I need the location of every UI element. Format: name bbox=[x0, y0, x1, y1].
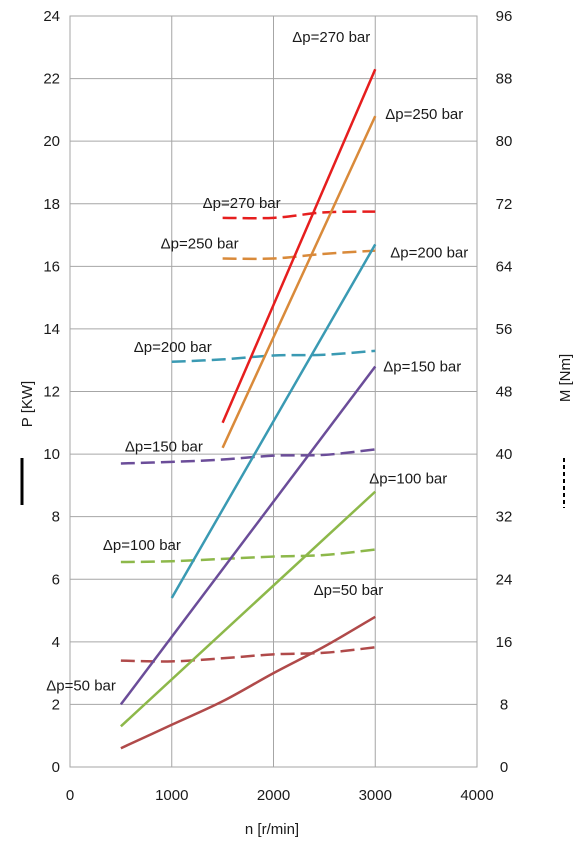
torque-line-250 bbox=[222, 249, 376, 261]
left-axis-title: P [KW] bbox=[19, 381, 36, 427]
power-line-150 bbox=[119, 365, 377, 706]
power-line-250 bbox=[221, 115, 377, 449]
right-tick-label: 16 bbox=[496, 634, 513, 651]
right-tick-label: 72 bbox=[496, 196, 513, 213]
left-tick-label: 14 bbox=[43, 321, 60, 338]
right-tick-label: 40 bbox=[496, 446, 513, 463]
left-tick-label: 20 bbox=[43, 133, 60, 150]
power-label-150: Δp=150 bar bbox=[383, 358, 461, 375]
power-label-200: Δp=200 bar bbox=[390, 244, 468, 261]
right-tick-label: 88 bbox=[496, 71, 513, 88]
right-tick-label: 8 bbox=[500, 696, 508, 713]
annotations: Δp=50 bar Δp=100 bar Δp=150 bar Δp=200 bar Δ… bbox=[46, 29, 468, 694]
power-series bbox=[119, 68, 377, 750]
right-tick-label: 0 bbox=[500, 759, 508, 776]
left-tick-label: 2 bbox=[52, 696, 60, 713]
left-tick-label: 0 bbox=[52, 759, 60, 776]
power-line-100 bbox=[120, 490, 377, 728]
x-tick-label: 3000 bbox=[359, 787, 392, 804]
left-tick-label: 8 bbox=[52, 509, 60, 526]
torque-label-200: Δp=200 bar bbox=[134, 339, 212, 356]
right-axis-ticks: 0 8 16 24 32 40 48 56 64 72 80 88 96 bbox=[496, 8, 513, 776]
torque-series bbox=[120, 210, 376, 663]
plot-frame bbox=[69, 15, 478, 768]
left-tick-label: 12 bbox=[43, 384, 60, 401]
torque-line-150 bbox=[120, 448, 376, 465]
torque-label-250: Δp=250 bar bbox=[161, 236, 239, 253]
power-label-100: Δp=100 bar bbox=[369, 471, 447, 488]
power-label-270: Δp=270 bar bbox=[292, 29, 370, 46]
x-axis-title: n [r/min] bbox=[245, 821, 299, 838]
x-tick-label: 0 bbox=[66, 787, 74, 804]
torque-label-270: Δp=270 bar bbox=[203, 195, 281, 212]
power-line-50 bbox=[120, 615, 376, 750]
torque-line-200 bbox=[171, 349, 376, 364]
power-label-50: Δp=50 bar bbox=[314, 582, 384, 599]
left-tick-label: 6 bbox=[52, 571, 60, 588]
x-tick-label: 1000 bbox=[155, 787, 188, 804]
x-tick-label: 4000 bbox=[460, 787, 493, 804]
right-tick-label: 24 bbox=[496, 571, 513, 588]
x-axis-ticks: 0 1000 2000 3000 4000 bbox=[66, 787, 494, 804]
power-label-250: Δp=250 bar bbox=[385, 106, 463, 123]
left-tick-label: 22 bbox=[43, 71, 60, 88]
left-tick-label: 16 bbox=[43, 258, 60, 275]
torque-line-100 bbox=[120, 548, 376, 564]
left-tick-label: 4 bbox=[52, 634, 60, 651]
grid bbox=[69, 15, 478, 768]
torque-line-270 bbox=[222, 210, 376, 220]
power-line-270 bbox=[221, 68, 377, 424]
torque-line-50 bbox=[120, 646, 376, 663]
left-tick-label: 18 bbox=[43, 196, 60, 213]
right-tick-label: 32 bbox=[496, 509, 513, 526]
right-tick-label: 56 bbox=[496, 321, 513, 338]
left-tick-label: 10 bbox=[43, 446, 60, 463]
x-tick-label: 2000 bbox=[257, 787, 290, 804]
torque-label-100: Δp=100 bar bbox=[103, 537, 181, 554]
power-line-200 bbox=[170, 243, 377, 599]
right-tick-label: 96 bbox=[496, 8, 513, 25]
torque-label-150: Δp=150 bar bbox=[125, 438, 203, 455]
torque-label-50: Δp=50 bar bbox=[46, 678, 116, 695]
left-tick-label: 24 bbox=[43, 8, 60, 25]
right-tick-label: 48 bbox=[496, 384, 513, 401]
right-axis-title: M [Nm] bbox=[557, 354, 574, 402]
right-tick-label: 80 bbox=[496, 133, 513, 150]
right-tick-label: 64 bbox=[496, 258, 513, 275]
